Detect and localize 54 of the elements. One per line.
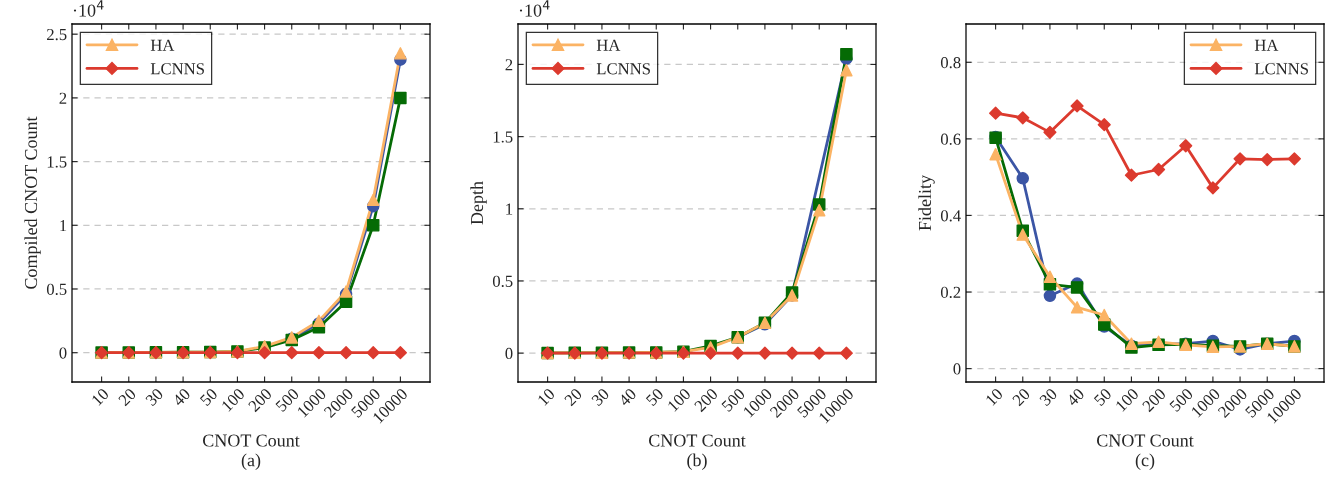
x-tick-label: 10 <box>537 387 556 406</box>
y-tick-label: 0.5 <box>46 283 67 296</box>
x-tick-label: 50 <box>1093 387 1113 407</box>
x-tick-label: 30 <box>145 387 164 407</box>
x-tick-label: 30 <box>591 387 610 407</box>
y-tick-label: 2.5 <box>47 28 67 41</box>
text: (c) <box>1135 453 1155 470</box>
text: (b) <box>687 453 707 470</box>
y-tick-label: 0 <box>505 347 513 360</box>
y-tick-label: 0.5 <box>492 275 513 287</box>
legend-label: HA <box>1254 39 1279 51</box>
x-tick-label: 20 <box>117 387 137 407</box>
x-tick-label: 10 <box>91 387 110 406</box>
text: ·10$^{4}$ <box>519 0 550 17</box>
y-tick-label: 0.8 <box>940 56 961 69</box>
x-tick-label: 40 <box>1065 387 1085 407</box>
x-tick-label: 100 <box>221 387 246 412</box>
x-tick-label: 200 <box>693 387 719 413</box>
y-tick-label: 0 <box>953 363 961 375</box>
y-tick-label: 0.6 <box>940 133 961 145</box>
y-axis-title: Depth <box>470 181 487 225</box>
x-tick-label: 20 <box>1011 387 1031 407</box>
y-tick-label: 1.5 <box>493 131 513 143</box>
y-axis-title: Compiled CNOT Count <box>24 116 41 289</box>
legend-label: HA <box>150 39 175 51</box>
x-axis-title: CNOT Count <box>649 434 746 447</box>
x-tick-label: 40 <box>171 387 191 407</box>
legend-label: LCNNS <box>596 63 650 75</box>
x-tick-label: 200 <box>1141 387 1167 413</box>
x-axis-title: CNOT Count <box>203 434 300 447</box>
x-tick-label: 30 <box>1039 387 1058 407</box>
legend-label: HA <box>596 39 621 51</box>
y-tick-label: 2 <box>505 59 513 71</box>
y-tick-label: 0 <box>59 347 67 359</box>
y-tick-label: 1 <box>506 203 513 215</box>
x-axis-title: CNOT Count <box>1097 434 1194 447</box>
legend-label: LCNNS <box>1254 63 1308 75</box>
x-tick-label: 40 <box>617 387 637 407</box>
text: ·10$^{4}$ <box>73 0 104 17</box>
x-tick-label: 10 <box>985 387 1004 406</box>
y-axis-title: Fidelity <box>918 174 935 231</box>
x-tick-label: 100 <box>667 387 692 412</box>
x-tick-label: 50 <box>199 387 219 407</box>
x-tick-label: 100 <box>1115 387 1140 412</box>
x-tick-label: 20 <box>563 387 583 407</box>
legend-label: LCNNS <box>150 63 204 75</box>
y-tick-label: 0.2 <box>940 286 961 299</box>
x-tick-label: 200 <box>247 387 273 413</box>
text: (a) <box>241 453 261 470</box>
y-tick-label: 1 <box>60 220 67 232</box>
x-tick-label: 50 <box>645 387 665 407</box>
y-tick-label: 0.4 <box>940 210 961 222</box>
y-tick-label: 2 <box>59 92 67 104</box>
y-tick-label: 1.5 <box>47 156 67 168</box>
